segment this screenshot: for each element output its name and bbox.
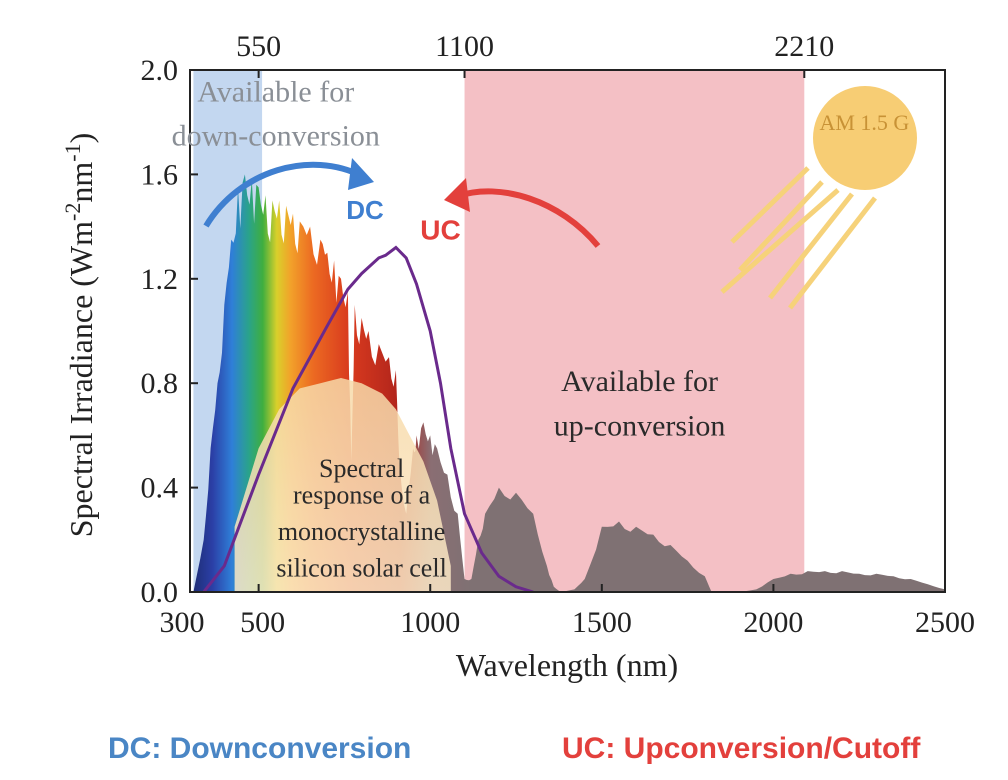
y-tick-label: 0.0 [141,576,179,609]
y-tick-label: 1.2 [141,263,179,296]
dc-arrowhead [348,158,374,190]
y-axis-label: Spectral Irradiance (Wm-2nm-1) [60,133,99,537]
uc-region-label: Available for [561,365,718,398]
x-axis-label: Wavelength (nm) [456,647,678,683]
sun-label: AM 1.5 G [819,110,909,135]
uc-arrow [457,188,601,248]
dc-arrow-label: DC [346,195,384,225]
response-label: response of a [293,480,431,509]
response-label: monocrystalline [278,517,446,546]
x-tick-label: 2500 [915,606,975,639]
dc-region-label: down-conversion [172,120,380,153]
uc-arrowhead [444,178,470,212]
plot-frame [189,69,946,593]
dc-arrow [203,161,364,228]
top-tick-label: 1100 [435,30,494,63]
x-tick-label: 2000 [743,606,803,639]
legend-uc: UC: Upconversion/Cutoff [562,732,921,765]
spectrum-chart: 300 500 1000 1500 2000 2500 0.0 0.4 0.8 … [60,30,975,683]
axis-ticks [189,69,946,593]
uc-region-label: up-conversion [554,409,726,442]
response-curve [202,245,534,592]
x-tick-label: 1000 [400,606,460,639]
legend-dc: DC: Downconversion [108,732,412,765]
x-tick-label: 1500 [572,606,632,639]
y-tick-label: 1.6 [141,158,179,191]
y-tick-label: 2.0 [141,54,179,87]
uc-arrow-label: UC [420,215,460,246]
y-tick-label: 0.8 [141,367,179,400]
x-tick-label: 500 [240,606,285,639]
response-label: silicon solar cell [276,553,446,582]
top-tick-label: 2210 [774,30,834,63]
top-tick-label: 550 [236,30,281,63]
sun-icon [720,86,917,310]
y-tick-label: 0.4 [141,472,179,505]
x-tick-label: 300 [160,606,205,639]
response-label: Spectral [319,454,404,483]
dc-region-label: Available for [197,75,354,108]
response-fill [234,378,451,592]
